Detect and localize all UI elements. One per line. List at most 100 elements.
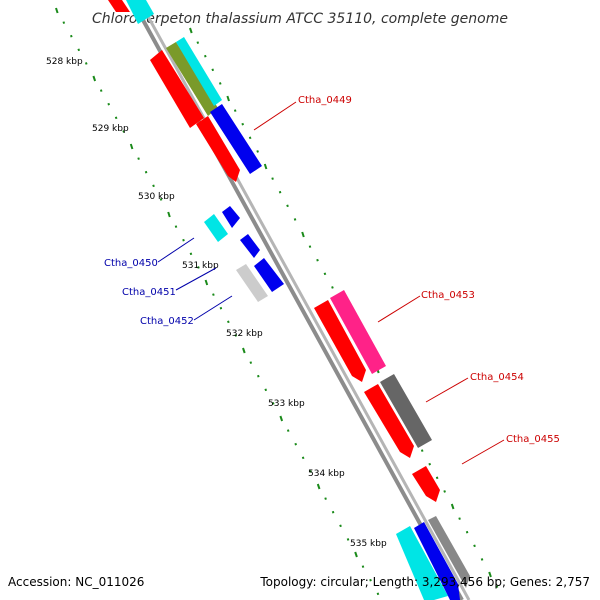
inner-tick [204,279,209,286]
kbp-label-532: 532 kbp [226,329,263,339]
kbp-label-531: 531 kbp [182,261,219,271]
kbp-label-530: 530 kbp [138,192,175,202]
inner-tick [129,143,134,150]
gene-ctha-0450[interactable] [204,214,228,242]
accession-text: Accession: NC_011026 [8,575,144,589]
inner-tick [369,578,372,582]
inner-tick [77,48,81,52]
outer-tick [435,476,439,480]
inner-tick [346,538,350,541]
inner-tick [84,62,88,65]
inner-tick [122,130,125,133]
outer-tick [189,27,193,34]
gene-red-3[interactable] [314,300,366,382]
outer-tick [196,41,200,44]
gene-top-cyan[interactable] [126,0,154,24]
gene-red-1[interactable] [150,50,204,128]
inner-tick [316,483,321,490]
forward-genes [108,0,470,600]
genome-summary-text: Topology: circular; Length: 3,293,456 bp… [259,575,590,589]
label-ctha-0454[interactable]: Ctha_0454 [470,372,524,383]
inner-tick [361,565,365,568]
inner-tick [182,238,185,242]
inner-tick [159,198,163,201]
outer-tick [465,530,469,534]
outer-tick [271,177,274,180]
inner-tick [197,266,200,269]
reverse-genes [204,206,284,302]
gene-ctha-0454[interactable] [380,374,432,448]
outer-tick [316,258,319,262]
inner-tick [354,551,358,558]
kbp-label-534: 534 kbp [308,469,345,479]
outer-tick [443,490,446,493]
kbp-label-529: 529 kbp [92,124,129,134]
outer-tick [450,503,455,510]
inner-tick [189,252,193,256]
inner-tick [219,306,223,310]
label-ctha-0455[interactable]: Ctha_0455 [506,434,560,445]
gene-ctha-0452-b[interactable] [254,258,284,292]
outer-tick [241,122,244,126]
inner-tick [62,21,66,24]
outer-tick [495,585,499,588]
label-ctha-0451[interactable]: Ctha_0451 [122,287,176,298]
outer-tick [211,68,215,72]
inner-tick [227,320,230,324]
outer-tick [204,54,207,58]
inner-tick [257,374,260,378]
gene-annotations: Ctha_0449 Ctha_0450 Ctha_0451 Ctha_0452 … [104,95,560,465]
gene-ctha-0452[interactable] [236,264,268,302]
gene-ctha-0451[interactable] [240,234,260,258]
outer-tick [488,571,492,578]
kbp-label-535: 535 kbp [350,539,387,549]
outer-tick [458,517,461,520]
outer-tick [323,272,327,276]
inner-tick [212,293,215,296]
outer-tick [263,163,268,170]
inner-tick [92,75,97,82]
gene-red-4[interactable] [364,384,414,458]
inner-tick [167,211,171,218]
gene-olive[interactable] [166,42,218,116]
inner-tick [242,347,246,354]
gene-red-2[interactable] [196,116,240,182]
inner-tick [286,429,290,432]
outer-tick [428,462,431,466]
inner-tick [174,225,178,228]
outer-tick [233,109,237,112]
outer-tick [293,218,297,221]
gene-ctha-0449[interactable] [210,104,262,174]
gene-cyan-1[interactable] [176,37,222,106]
label-ctha-0450[interactable]: Ctha_0450 [104,258,158,269]
inner-tick [271,402,275,405]
inner-tick [107,102,110,106]
label-ctha-0449[interactable]: Ctha_0449 [298,95,352,106]
inner-tick [152,184,155,188]
outer-tick [218,82,222,85]
tick-lines [55,7,499,596]
gene-bottom-blue[interactable] [414,522,460,600]
inner-tick [144,170,148,174]
outer-tick [226,95,230,102]
inner-tick [324,497,327,500]
kbp-label-533: 533 kbp [268,399,305,409]
gene-ctha-0453[interactable] [330,290,386,374]
gene-ctha-0455[interactable] [412,466,440,502]
gene-ctha-0450-b[interactable] [222,206,240,228]
inner-tick [301,456,305,460]
outer-tick [278,190,282,194]
inner-tick [234,334,238,337]
inner-tick [137,157,140,160]
gene-bottom-gray[interactable] [428,516,470,588]
label-ctha-0453[interactable]: Ctha_0453 [421,290,475,301]
inner-tick [55,7,59,14]
label-ctha-0452[interactable]: Ctha_0452 [140,316,194,327]
inner-tick [70,34,73,38]
gene-top-red[interactable] [108,0,130,12]
gene-bottom-cyan[interactable] [396,526,448,600]
inner-tick [309,470,312,473]
kbp-labels: 528 kbp 529 kbp 530 kbp 531 kbp 532 kbp … [46,57,387,549]
inner-tick [264,388,268,392]
